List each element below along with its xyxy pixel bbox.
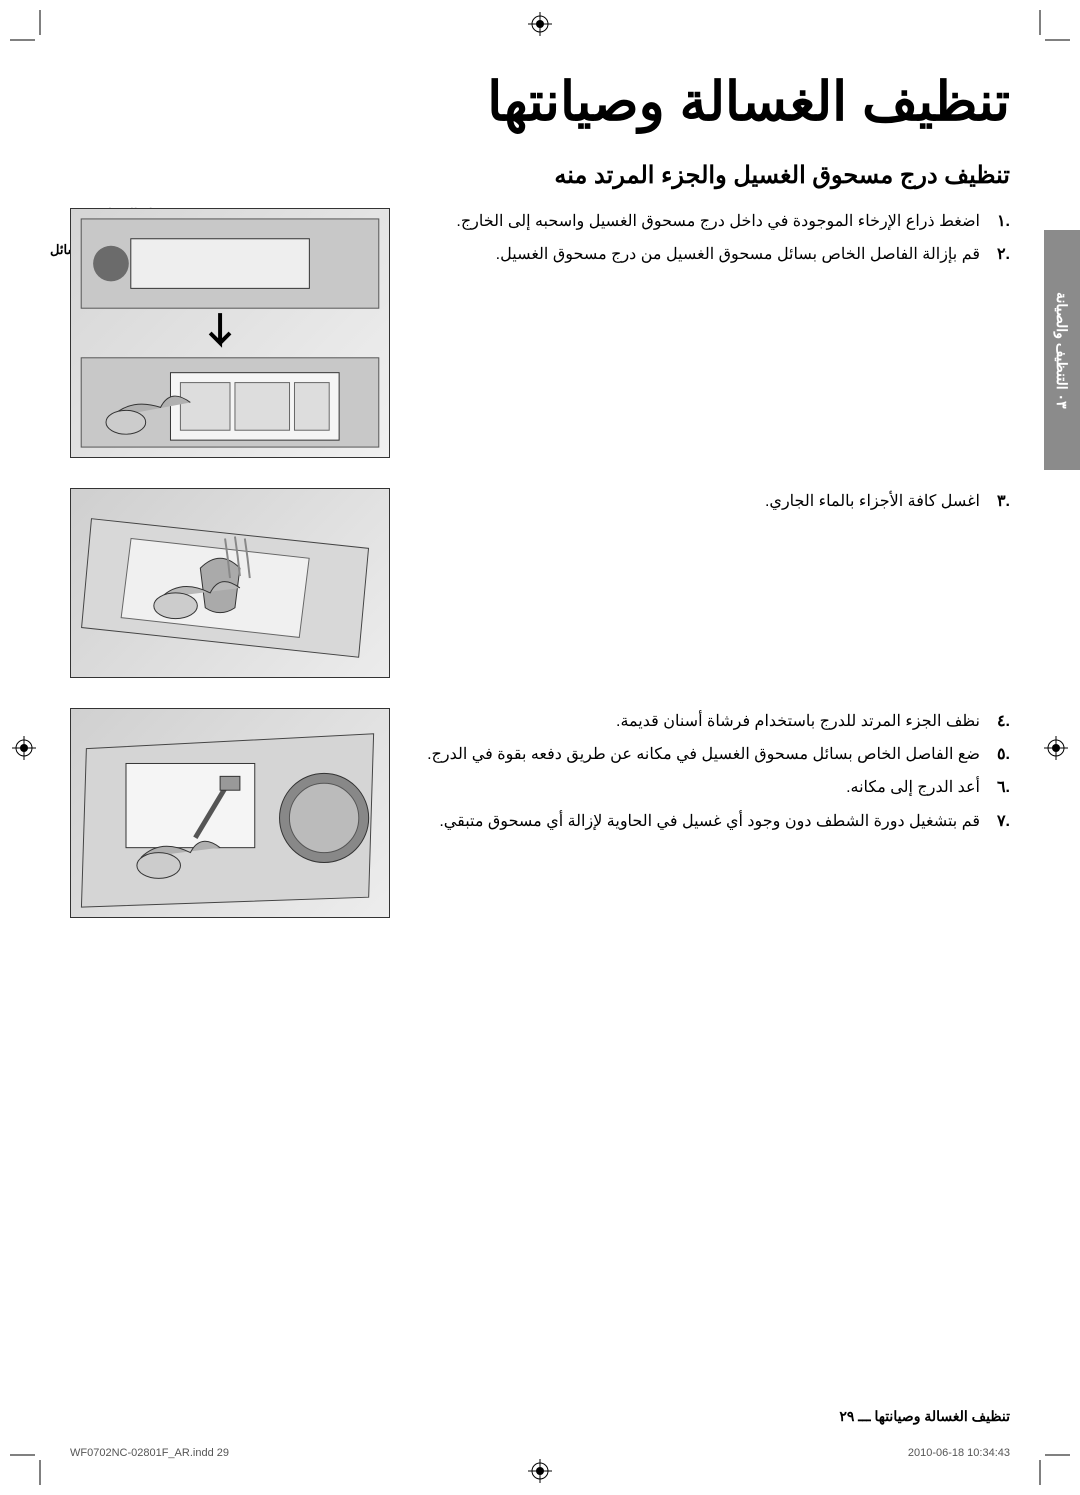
main-title: تنظيف الغسالة وصيانتها (70, 70, 1010, 133)
step-num: .٥ (990, 741, 1010, 768)
registration-mark-left (12, 736, 36, 760)
page-content: ٠٣ التنظيف والصيانة تنظيف الغسالة وصيانت… (70, 70, 1010, 1425)
step-text: اضغط ذراع الإرخاء الموجودة في داخل درج م… (410, 208, 980, 235)
crop-mark-bl (10, 1445, 50, 1485)
step-1: .١ اضغط ذراع الإرخاء الموجودة في داخل در… (410, 208, 1010, 235)
figure-col-2 (70, 488, 390, 678)
step-text: ضع الفاصل الخاص بسائل مسحوق الغسيل في مك… (410, 741, 980, 768)
footer-meta: WF0702NC-02801F_AR.indd 29 2010-06-18 10… (70, 1447, 1010, 1459)
registration-mark-top (528, 12, 552, 36)
step-text: قم بإزالة الفاصل الخاص بسائل مسحوق الغسي… (410, 241, 980, 268)
text-col-2: .٣ اغسل كافة الأجزاء بالماء الجاري. (410, 488, 1010, 521)
footer-file: WF0702NC-02801F_AR.indd 29 (70, 1447, 229, 1459)
step-text: نظف الجزء المرتد للدرج باستخدام فرشاة أس… (410, 708, 980, 735)
step-num: .٦ (990, 774, 1010, 801)
step-4: .٤ نظف الجزء المرتد للدرج باستخدام فرشاة… (410, 708, 1010, 735)
side-tab: ٠٣ التنظيف والصيانة (1044, 230, 1080, 470)
registration-mark-bottom (528, 1459, 552, 1483)
step-3: .٣ اغسل كافة الأجزاء بالماء الجاري. (410, 488, 1010, 515)
figure-clean-recess (70, 708, 390, 918)
content-block-2: .٣ اغسل كافة الأجزاء بالماء الجاري. (70, 488, 1010, 678)
step-5: .٥ ضع الفاصل الخاص بسائل مسحوق الغسيل في… (410, 741, 1010, 768)
step-7: .٧ قم بتشغيل دورة الشطف دون وجود أي غسيل… (410, 808, 1010, 835)
crop-mark-tl (10, 10, 50, 50)
step-6: .٦ أعد الدرج إلى مكانه. (410, 774, 1010, 801)
step-text: اغسل كافة الأجزاء بالماء الجاري. (410, 488, 980, 515)
step-num: .٢ (990, 241, 1010, 268)
text-col-3: .٤ نظف الجزء المرتد للدرج باستخدام فرشاة… (410, 708, 1010, 841)
footer-date: 2010-06-18 10:34:43 (908, 1447, 1010, 1459)
step-num: .٤ (990, 708, 1010, 735)
step-num: .١ (990, 208, 1010, 235)
text-col-1: .١ اضغط ذراع الإرخاء الموجودة في داخل در… (410, 208, 1010, 274)
step-text: قم بتشغيل دورة الشطف دون وجود أي غسيل في… (410, 808, 980, 835)
side-tab-text: ٠٣ التنظيف والصيانة (1054, 292, 1070, 409)
registration-mark-right (1044, 736, 1068, 760)
step-text: أعد الدرج إلى مكانه. (410, 774, 980, 801)
figure-col-3 (70, 708, 390, 918)
crop-mark-tr (1030, 10, 1070, 50)
step-num: .٧ (990, 808, 1010, 835)
content-block-1: .١ اضغط ذراع الإرخاء الموجودة في داخل در… (70, 208, 1010, 458)
figure-drawer-removal (70, 208, 390, 458)
step-num: .٣ (990, 488, 1010, 515)
step-2: .٢ قم بإزالة الفاصل الخاص بسائل مسحوق ال… (410, 241, 1010, 268)
section-title: تنظيف درج مسحوق الغسيل والجزء المرتد منه (70, 161, 1010, 190)
page-footer: تنظيف الغسالة وصيانتها ـــ ٢٩ (839, 1408, 1010, 1425)
crop-mark-br (1030, 1445, 1070, 1485)
content-block-3: .٤ نظف الجزء المرتد للدرج باستخدام فرشاة… (70, 708, 1010, 918)
figure-wash-parts (70, 488, 390, 678)
figure-col-1: ذراع الإرخاء الفاصل الخاص بسائل مسحوق ال… (70, 208, 390, 458)
